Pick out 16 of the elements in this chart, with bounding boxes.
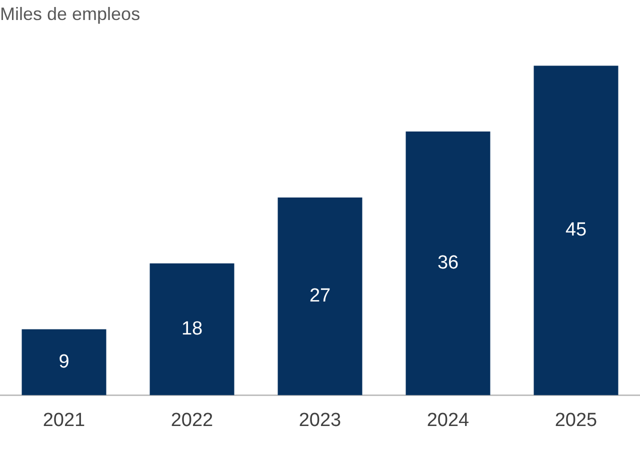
data-label: 9 bbox=[58, 351, 70, 372]
x-tick-label: 2023 bbox=[298, 410, 342, 431]
x-tick-label: 2025 bbox=[554, 410, 598, 431]
data-label: 27 bbox=[309, 286, 331, 307]
bar bbox=[22, 329, 106, 396]
bar bbox=[150, 263, 234, 396]
bar bbox=[406, 132, 490, 396]
x-tick-label: 2024 bbox=[426, 410, 470, 431]
data-label: 18 bbox=[181, 318, 203, 340]
data-label: 45 bbox=[565, 220, 587, 241]
data-label: 36 bbox=[437, 252, 459, 274]
chart-title: Miles de empleos bbox=[0, 4, 140, 24]
x-tick-label: 2021 bbox=[42, 410, 86, 431]
bar bbox=[278, 197, 362, 396]
x-tick-label: 2022 bbox=[170, 410, 214, 431]
bar bbox=[534, 66, 618, 396]
